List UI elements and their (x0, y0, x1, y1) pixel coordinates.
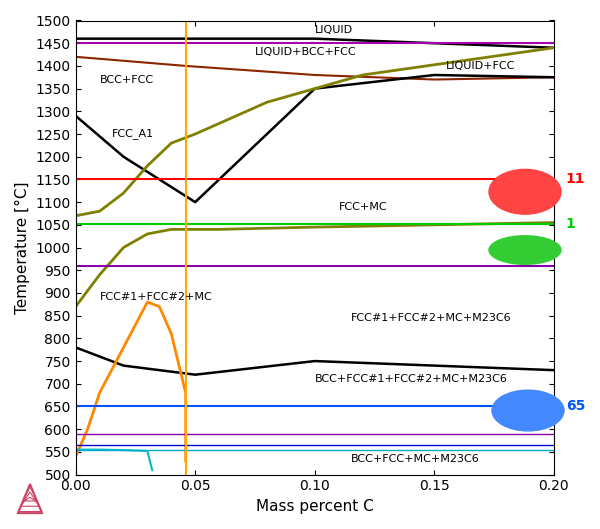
Text: BCC+FCC+MC+M23C6: BCC+FCC+MC+M23C6 (350, 454, 479, 464)
Text: FCC+MC: FCC+MC (338, 202, 388, 212)
Text: 65: 65 (566, 399, 585, 414)
Y-axis label: Temperature [°C]: Temperature [°C] (15, 181, 30, 314)
Text: LIQUID+BCC+FCC: LIQUID+BCC+FCC (255, 47, 356, 57)
Text: BCC+FCC: BCC+FCC (100, 75, 154, 85)
Text: FCC_A1: FCC_A1 (112, 129, 154, 140)
Text: 1: 1 (566, 217, 575, 231)
Text: FCC#1+FCC#2+MC+M23C6: FCC#1+FCC#2+MC+M23C6 (350, 313, 511, 323)
Text: LIQUID: LIQUID (315, 25, 353, 35)
Text: BCC+FCC#1+FCC#2+MC+M23C6: BCC+FCC#1+FCC#2+MC+M23C6 (315, 374, 508, 384)
X-axis label: Mass percent C: Mass percent C (256, 499, 374, 514)
Text: FCC#1+FCC#2+MC: FCC#1+FCC#2+MC (100, 293, 212, 303)
Text: LIQUID+FCC: LIQUID+FCC (446, 61, 515, 71)
Text: 11: 11 (566, 172, 586, 186)
